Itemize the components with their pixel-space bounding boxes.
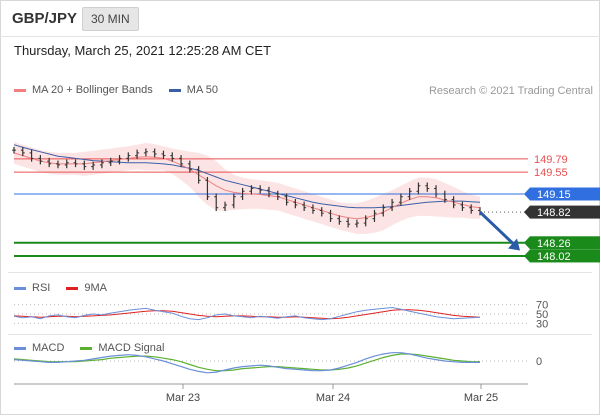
- legend-swatch: [66, 286, 79, 290]
- level-tag-pointer: [524, 249, 530, 263]
- level-label-148.26: 148.26: [537, 238, 571, 250]
- pair-title: GBP/JPY: [12, 10, 78, 27]
- rsi-tick-label: 30: [536, 318, 548, 330]
- level-tag-148.26: [530, 236, 600, 250]
- macd-line: [13, 352, 480, 374]
- legend-label: MA 50: [186, 84, 218, 96]
- x-axis-tick-label: Mar 24: [316, 392, 350, 404]
- credit-text: Research © 2021 Trading Central: [428, 85, 593, 97]
- rsi-line: [13, 306, 481, 321]
- legend-label: RSI: [32, 282, 51, 294]
- level-label-149.79: 149.79: [534, 154, 568, 166]
- timeframe-button[interactable]: 30 MIN: [82, 7, 139, 31]
- legend-macd-signal: MACD Signal: [80, 342, 164, 354]
- legend-swatch: [168, 88, 181, 92]
- legend-swatch: [14, 88, 26, 92]
- macd-tick-label: 0: [536, 356, 542, 368]
- level-tag-pointer: [524, 187, 530, 201]
- main-legend: MA 20 + Bollinger Bands MA 50: [14, 84, 234, 96]
- rsi-tick-label: 70: [536, 300, 548, 312]
- legend-label: MACD: [32, 342, 65, 354]
- x-axis-tick-label: Mar 23: [166, 392, 200, 404]
- panel-separator: [8, 334, 592, 335]
- legend-label: MACD Signal: [98, 342, 165, 354]
- legend-macd: MACD: [14, 342, 64, 354]
- bollinger-band-area: [14, 141, 480, 234]
- level-label-148.82: 148.82: [537, 207, 571, 219]
- legend-ma20-bb: MA 20 + Bollinger Bands: [14, 84, 153, 96]
- level-tag-148.82: [530, 205, 600, 219]
- chart-datetime: Thursday, March 25, 2021 12:25:28 AM CET: [14, 43, 272, 58]
- legend-swatch: [14, 286, 26, 290]
- level-label-148.02: 148.02: [537, 251, 571, 263]
- level-tag-148.02: [530, 249, 600, 263]
- ma50-line: [13, 144, 481, 209]
- legend-ma50: MA 50: [168, 84, 218, 96]
- legend-label: MA 20 + Bollinger Bands: [32, 84, 153, 96]
- macd-signal-line: [13, 353, 480, 372]
- level-tag-149.15: [530, 187, 600, 201]
- macd-legend: MACD MACD Signal: [14, 342, 180, 354]
- level-label-149.15: 149.15: [537, 189, 571, 201]
- legend-9ma: 9MA: [66, 282, 107, 294]
- forecast-arrow-shaft: [478, 211, 516, 246]
- rsi-tick-label: 50: [536, 309, 548, 321]
- panel-separator: [8, 272, 592, 273]
- x-axis-tick-label: Mar 25: [464, 392, 498, 404]
- level-tag-pointer: [524, 236, 530, 250]
- forecast-arrow-head: [508, 238, 520, 251]
- legend-swatch: [14, 346, 26, 350]
- legend-label: 9MA: [84, 282, 107, 294]
- rsi-legend: RSI 9MA: [14, 282, 123, 294]
- legend-rsi: RSI: [14, 282, 50, 294]
- level-tag-pointer: [524, 205, 530, 219]
- level-label-149.55: 149.55: [534, 167, 568, 179]
- ma20-line: [13, 152, 481, 220]
- legend-swatch: [80, 346, 93, 350]
- chart-header: GBP/JPY 30 MIN: [0, 0, 600, 37]
